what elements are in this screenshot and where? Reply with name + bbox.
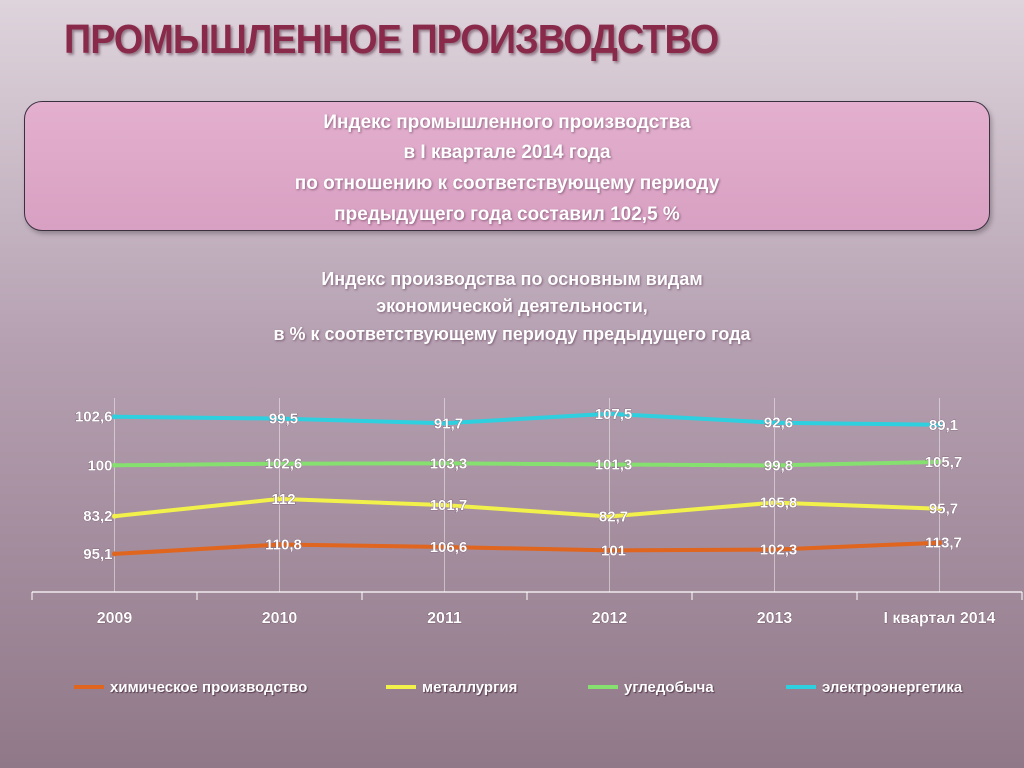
data-label: 105,7 (925, 454, 963, 471)
summary-line: предыдущего года составил 102,5 % (334, 204, 680, 225)
data-label: 101 (601, 542, 626, 559)
data-point (442, 502, 447, 508)
data-label: 105,8 (760, 495, 798, 512)
data-label: 95,1 (83, 546, 112, 563)
legend-item-chemical: химическое производство (74, 677, 307, 697)
data-point (442, 544, 447, 550)
chart-title-line: Индекс производства по основным видам (321, 269, 703, 289)
page-title: ПРОМЫШЛЕННОЕ ПРОИЗВОДСТВО (64, 16, 719, 62)
chart-title-line: экономической деятельности, (376, 296, 648, 316)
data-point (607, 461, 612, 467)
data-point (772, 420, 777, 426)
data-label: 110,8 (265, 536, 302, 553)
x-tick-label: I квартал 2014 (884, 610, 996, 627)
x-tick-label: 2011 (427, 610, 462, 627)
x-tick-label: 2013 (757, 610, 793, 627)
legend-swatch (74, 685, 104, 689)
data-point (937, 422, 942, 428)
data-label: 103,3 (430, 455, 468, 472)
data-point (112, 414, 117, 420)
data-point (277, 496, 282, 502)
data-point (277, 541, 282, 547)
data-label: 113,7 (925, 535, 962, 552)
series-line (112, 411, 942, 427)
data-point (607, 513, 612, 519)
legend-label: химическое производство (110, 678, 308, 696)
legend-swatch (786, 685, 816, 689)
data-label: 89,1 (929, 417, 958, 434)
data-point (112, 462, 117, 468)
data-point (772, 500, 777, 506)
data-label: 101,7 (430, 497, 468, 514)
data-label: 102,3 (760, 542, 798, 559)
data-point (937, 459, 942, 465)
data-label: 95,7 (929, 501, 958, 518)
data-label: 101,3 (595, 456, 633, 473)
data-point (937, 540, 942, 546)
x-tick-label: 2009 (97, 610, 133, 627)
data-label: 99,5 (269, 411, 298, 428)
data-point (277, 416, 282, 422)
data-point (277, 461, 282, 467)
summary-line: в I квартале 2014 года (403, 142, 611, 163)
data-label: 102,6 (265, 456, 303, 473)
summary-line: по отношению к соответствующему периоду (294, 173, 720, 194)
legend-swatch (588, 685, 618, 689)
data-label: 91,7 (434, 415, 463, 432)
x-tick-label: 2010 (262, 610, 298, 627)
data-label: 112 (271, 491, 295, 508)
data-point (442, 460, 447, 466)
data-label: 107,5 (595, 406, 633, 423)
chart-title-line: в % к соответствующему периоду предыдуще… (273, 324, 751, 344)
x-tick-label: 2012 (592, 610, 628, 627)
legend-item-metallurgy: металлургия (386, 677, 517, 697)
data-point (112, 513, 117, 519)
data-point (607, 411, 612, 417)
series-line (112, 540, 942, 556)
legend-label: металлургия (422, 678, 518, 696)
data-label: 92,6 (764, 415, 793, 432)
summary-line: Индекс промышленного производства (323, 112, 691, 133)
data-label: 102,6 (75, 409, 113, 426)
data-point (937, 506, 942, 512)
data-label: 83,2 (83, 508, 112, 525)
data-label: 100 (87, 457, 112, 474)
legend-item-coal: угледобыча (588, 677, 714, 697)
summary-box: Индекс промышленного производства в I кв… (24, 101, 990, 231)
data-label: 106,6 (430, 539, 468, 556)
legend-swatch (386, 685, 416, 689)
data-label: 82,7 (599, 508, 628, 525)
data-point (607, 547, 612, 553)
legend-label: угледобыча (624, 678, 714, 696)
data-point (772, 547, 777, 553)
data-point (112, 551, 117, 557)
data-point (442, 420, 447, 426)
data-label: 99,8 (764, 457, 793, 474)
legend-label: электроэнергетика (822, 678, 963, 696)
series-line (112, 459, 942, 468)
series-line (112, 496, 942, 519)
data-point (772, 462, 777, 468)
legend-item-power: электроэнергетика (786, 677, 962, 697)
